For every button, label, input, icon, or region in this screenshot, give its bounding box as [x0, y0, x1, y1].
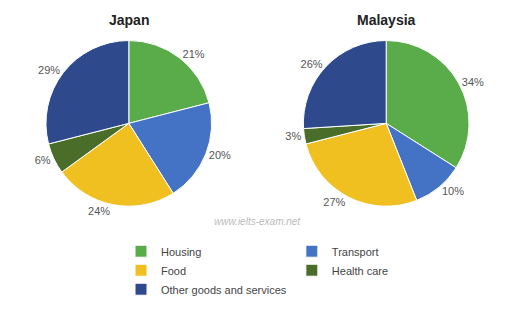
svg-text:Other goods and services: Other goods and services	[161, 284, 287, 296]
svg-text:Malaysia: Malaysia	[357, 12, 416, 28]
svg-text:Japan: Japan	[109, 12, 149, 28]
svg-text:27%: 27%	[323, 196, 345, 208]
svg-text:Housing: Housing	[161, 246, 201, 258]
svg-text:29%: 29%	[38, 64, 60, 76]
svg-text:Food: Food	[161, 265, 186, 277]
svg-text:20%: 20%	[209, 149, 231, 161]
svg-text:6%: 6%	[35, 154, 51, 166]
svg-text:10%: 10%	[442, 185, 464, 197]
svg-text:Health care: Health care	[332, 265, 388, 277]
svg-text:26%: 26%	[301, 58, 323, 70]
svg-text:34%: 34%	[462, 76, 484, 88]
svg-text:3%: 3%	[285, 130, 301, 142]
svg-text:21%: 21%	[183, 48, 205, 60]
svg-text:www.ielts-exam.net: www.ielts-exam.net	[214, 216, 301, 227]
svg-text:24%: 24%	[88, 205, 110, 217]
svg-text:Transport: Transport	[332, 246, 379, 258]
